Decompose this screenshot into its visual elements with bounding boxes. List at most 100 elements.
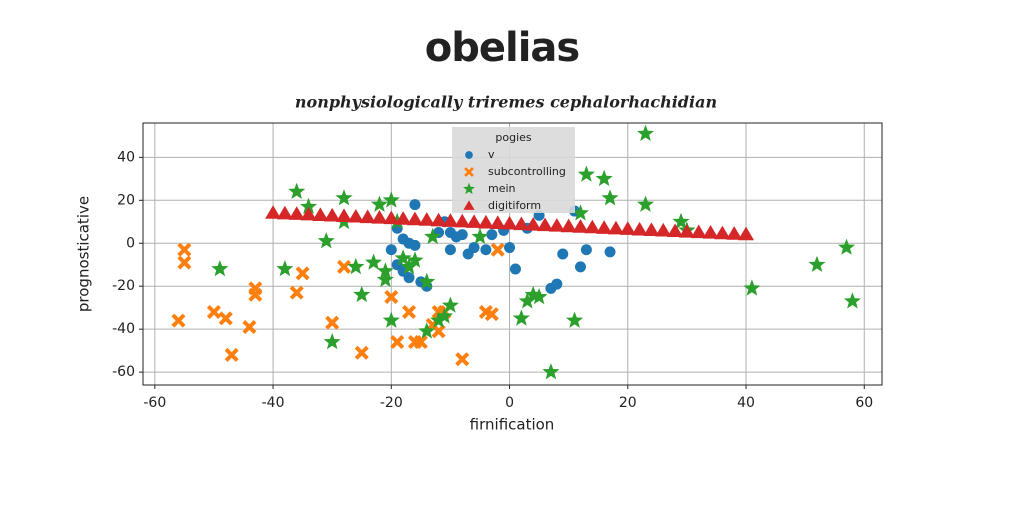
legend-title: pogies (495, 131, 532, 144)
point (382, 191, 400, 208)
point (512, 309, 530, 326)
point (336, 208, 353, 223)
point (400, 257, 418, 275)
x-tick-label: -40 (262, 395, 285, 411)
point (337, 259, 352, 274)
point (376, 262, 394, 279)
point (365, 253, 383, 270)
y-tick-label: -40 (112, 321, 135, 337)
point (359, 209, 376, 224)
point (436, 307, 454, 324)
point (265, 205, 282, 219)
plot-frame (142, 122, 883, 386)
x-tick-label: 20 (619, 395, 637, 411)
point (714, 225, 731, 240)
point (557, 248, 569, 260)
point (455, 352, 470, 367)
point (843, 292, 861, 309)
point (300, 206, 317, 221)
point (484, 307, 499, 322)
point (248, 287, 263, 302)
point (370, 195, 388, 212)
point (571, 204, 589, 221)
point (513, 216, 530, 231)
point (383, 210, 400, 225)
point (242, 320, 257, 335)
point (324, 207, 341, 222)
point (477, 214, 494, 229)
point (525, 217, 542, 231)
point (456, 229, 468, 241)
point (402, 304, 417, 319)
point (454, 213, 471, 228)
y-tick-label: 40 (117, 149, 135, 165)
point (551, 278, 563, 290)
point (690, 224, 707, 239)
x-axis-label: firnification (470, 416, 555, 434)
legend-label: v (488, 148, 495, 161)
point (335, 189, 353, 206)
point (808, 255, 826, 272)
point (655, 222, 672, 237)
point (838, 238, 856, 255)
point (702, 225, 719, 239)
point (518, 292, 536, 309)
point (395, 211, 412, 225)
point (430, 212, 447, 227)
point (743, 279, 761, 296)
point (171, 313, 186, 328)
point (667, 223, 684, 238)
point (738, 226, 755, 241)
legend-marker (463, 200, 475, 210)
point (288, 206, 305, 220)
point (382, 311, 400, 328)
point (577, 165, 595, 182)
point (471, 227, 489, 245)
point (726, 226, 743, 240)
point (595, 169, 613, 187)
y-tick-label: 0 (126, 235, 135, 251)
point (486, 229, 498, 241)
point (325, 315, 340, 330)
point (354, 345, 369, 360)
point (524, 285, 542, 303)
point (442, 213, 459, 227)
legend-label: subcontrolling (488, 165, 566, 178)
point (288, 182, 306, 199)
point (441, 296, 459, 313)
point (403, 272, 415, 284)
chart-subtitle: nonphysiologically triremes cephalorhach… (295, 93, 717, 112)
point (371, 210, 388, 224)
point (431, 324, 446, 339)
x-tick-label: -60 (143, 395, 166, 411)
point (390, 335, 405, 350)
point (418, 212, 435, 226)
point (631, 221, 648, 236)
x-tick-label: 40 (737, 395, 755, 411)
point (542, 363, 560, 380)
point (353, 285, 371, 303)
point (530, 288, 548, 305)
point (637, 124, 655, 141)
point (289, 285, 304, 300)
point (584, 219, 601, 234)
point (276, 205, 293, 220)
point (317, 232, 335, 249)
point (347, 257, 365, 275)
point (509, 263, 521, 275)
point (637, 195, 655, 212)
point (580, 244, 592, 256)
y-tick-label: 20 (117, 192, 135, 208)
point (424, 227, 442, 245)
point (406, 251, 424, 268)
point (177, 255, 192, 270)
point (604, 246, 616, 258)
point (418, 272, 436, 290)
point (384, 289, 399, 304)
point (276, 260, 294, 277)
point (224, 347, 239, 362)
point (678, 223, 695, 238)
point (211, 260, 229, 277)
point (385, 244, 397, 256)
